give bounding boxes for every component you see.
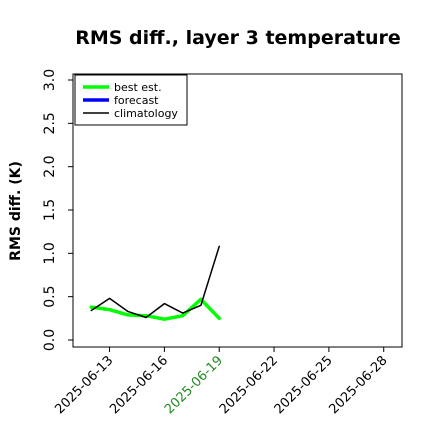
series-group <box>89 245 221 321</box>
x-tick-label: 2025-06-16 <box>107 353 171 417</box>
legend-label-forecast: forecast <box>114 94 159 107</box>
y-tick-label: 2.0 <box>42 156 58 178</box>
legend-label-climatology: climatology <box>114 107 178 120</box>
x-tick-label: 2025-06-22 <box>217 353 281 417</box>
series-line-best-est <box>89 297 221 321</box>
y-tick-label: 3.0 <box>42 69 58 91</box>
y-tick-label: 1.5 <box>42 199 58 221</box>
x-tick-label: 2025-06-25 <box>272 353 336 417</box>
x-tick-label: 2025-06-19 <box>162 353 226 417</box>
legend: best est. forecast climatology <box>74 74 188 126</box>
x-tick-label: 2025-06-28 <box>327 353 391 417</box>
y-tick-label: 0.5 <box>42 286 58 308</box>
chart-title: RMS diff., layer 3 temperature <box>75 27 401 49</box>
x-tick-label: 2025-06-13 <box>52 353 116 417</box>
y-tick-label: 0.0 <box>42 329 58 351</box>
y-axis-label: RMS diff. (K) <box>8 161 24 261</box>
y-tick-label: 2.5 <box>42 112 58 134</box>
legend-label-best-est: best est. <box>114 81 162 94</box>
series-line-climatology <box>90 245 220 319</box>
y-tick-label: 1.0 <box>42 242 58 264</box>
